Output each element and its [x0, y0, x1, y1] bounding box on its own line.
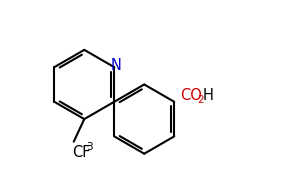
Text: 2: 2 — [198, 95, 204, 105]
Text: CO: CO — [180, 88, 201, 103]
Text: 3: 3 — [86, 142, 93, 152]
Text: H: H — [203, 88, 214, 103]
Text: N: N — [110, 58, 121, 73]
Text: CF: CF — [72, 145, 91, 160]
